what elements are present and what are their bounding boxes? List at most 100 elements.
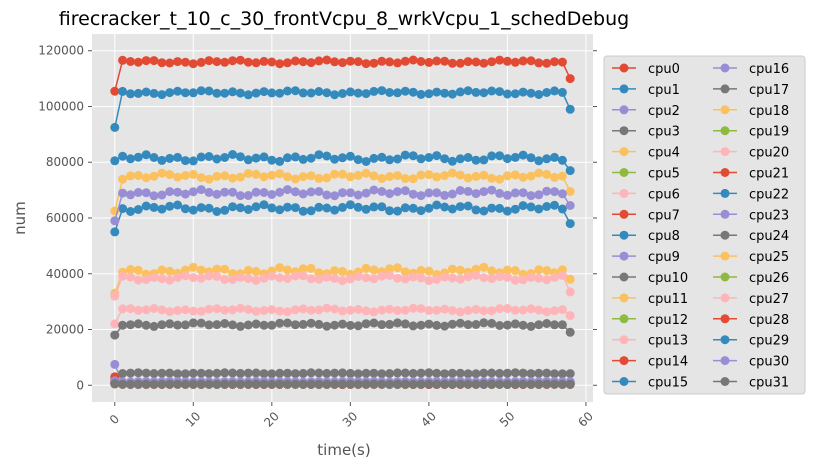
data-point bbox=[110, 216, 120, 226]
series-cpu0 bbox=[110, 55, 575, 96]
data-point bbox=[235, 172, 245, 182]
legend-label: cpu8 bbox=[648, 229, 680, 244]
data-point bbox=[510, 170, 520, 180]
data-point bbox=[188, 379, 198, 389]
data-point bbox=[275, 205, 285, 215]
data-point bbox=[542, 266, 552, 275]
data-point bbox=[353, 304, 363, 314]
data-point bbox=[385, 189, 395, 199]
data-point bbox=[243, 320, 253, 330]
data-point bbox=[188, 59, 198, 69]
data-point bbox=[141, 379, 151, 389]
data-point bbox=[283, 368, 292, 378]
data-point bbox=[542, 154, 552, 164]
data-point bbox=[173, 187, 183, 197]
data-point bbox=[361, 368, 371, 378]
data-point bbox=[243, 205, 253, 214]
data-point bbox=[133, 205, 143, 214]
data-point bbox=[322, 190, 332, 200]
data-point bbox=[550, 152, 559, 162]
data-point bbox=[542, 58, 552, 68]
data-point bbox=[471, 369, 481, 379]
data-point bbox=[235, 88, 245, 98]
data-point bbox=[314, 173, 324, 183]
data-point bbox=[534, 379, 544, 389]
data-point bbox=[283, 307, 292, 317]
legend-item: cpu28 bbox=[713, 313, 789, 328]
data-point bbox=[447, 204, 457, 214]
data-point bbox=[275, 379, 285, 389]
legend-label: cpu5 bbox=[648, 167, 680, 182]
data-point bbox=[542, 275, 552, 285]
data-point bbox=[133, 170, 143, 180]
data-point bbox=[126, 320, 135, 330]
data-point bbox=[157, 274, 167, 284]
legend-label: cpu30 bbox=[749, 355, 789, 370]
data-point bbox=[510, 379, 520, 389]
data-point bbox=[361, 379, 371, 389]
legend-marker bbox=[720, 335, 730, 345]
data-point bbox=[306, 368, 316, 378]
data-point bbox=[126, 265, 135, 274]
data-point bbox=[149, 321, 159, 331]
legend-label: cpu15 bbox=[648, 376, 688, 391]
legend-label: cpu0 bbox=[648, 62, 680, 77]
data-point bbox=[487, 86, 497, 96]
data-point bbox=[330, 205, 340, 215]
data-point bbox=[290, 320, 300, 330]
data-point bbox=[416, 304, 426, 314]
data-point bbox=[385, 304, 395, 314]
data-point bbox=[188, 306, 198, 316]
data-point bbox=[204, 56, 214, 66]
data-point bbox=[565, 379, 575, 389]
data-point bbox=[424, 266, 434, 276]
data-point bbox=[432, 320, 442, 330]
data-point bbox=[149, 56, 159, 66]
data-point bbox=[188, 187, 198, 197]
legend-label: cpu12 bbox=[648, 313, 688, 328]
data-point bbox=[267, 305, 277, 315]
data-point bbox=[228, 187, 238, 197]
data-point bbox=[502, 368, 512, 378]
chart-title: firecracker_t_10_c_30_frontVcpu_8_wrkVcp… bbox=[59, 8, 629, 30]
data-point bbox=[251, 368, 261, 378]
data-point bbox=[275, 187, 285, 197]
data-point bbox=[463, 272, 473, 282]
data-point bbox=[204, 271, 214, 281]
data-point bbox=[345, 379, 355, 389]
data-point bbox=[518, 56, 528, 66]
data-point bbox=[322, 379, 332, 389]
data-point bbox=[361, 319, 371, 329]
data-point bbox=[408, 321, 418, 331]
data-point bbox=[424, 368, 434, 378]
data-point bbox=[259, 306, 269, 315]
data-point bbox=[173, 57, 183, 67]
data-point bbox=[110, 291, 120, 301]
data-point bbox=[393, 154, 402, 164]
data-point bbox=[353, 170, 363, 180]
data-point bbox=[306, 274, 316, 284]
data-point bbox=[463, 320, 473, 330]
data-point bbox=[165, 266, 175, 276]
data-point bbox=[110, 227, 120, 237]
data-point bbox=[290, 187, 300, 197]
data-point bbox=[479, 262, 489, 272]
data-point bbox=[487, 151, 497, 161]
data-point bbox=[557, 320, 567, 330]
data-point bbox=[141, 173, 151, 183]
data-point bbox=[157, 320, 167, 330]
data-point bbox=[314, 274, 324, 284]
data-point bbox=[330, 154, 340, 164]
data-point bbox=[126, 57, 135, 66]
data-point bbox=[212, 171, 222, 181]
data-point bbox=[322, 203, 332, 213]
data-point bbox=[188, 205, 198, 215]
data-point bbox=[526, 304, 536, 314]
data-point bbox=[330, 320, 340, 330]
legend-label: cpu19 bbox=[749, 125, 789, 140]
data-point bbox=[565, 201, 575, 210]
data-point bbox=[369, 153, 379, 163]
data-point bbox=[235, 191, 245, 201]
legend-label: cpu28 bbox=[749, 313, 789, 328]
data-point bbox=[149, 304, 159, 313]
